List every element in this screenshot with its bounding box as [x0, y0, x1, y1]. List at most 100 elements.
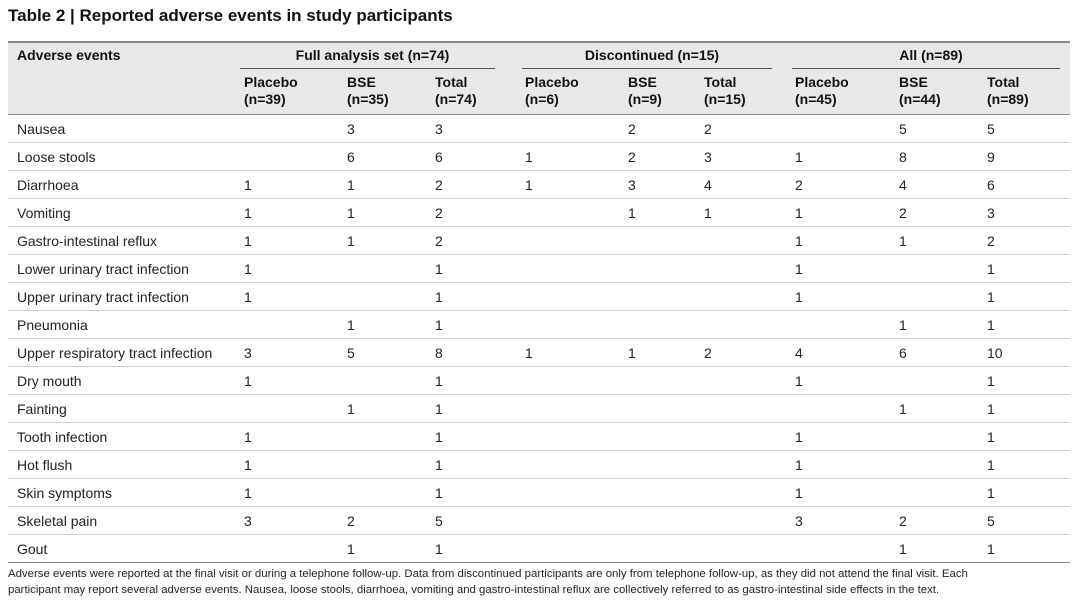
row-rule	[8, 422, 1070, 423]
row-label: Diarrhoea	[17, 177, 79, 193]
subheader-n: (n=9)	[628, 91, 662, 107]
cell: 1	[899, 233, 907, 249]
table-title: Table 2 | Reported adverse events in stu…	[8, 6, 453, 25]
top-rule	[8, 41, 1070, 43]
cell: 1	[987, 289, 995, 305]
cell: 9	[987, 149, 995, 165]
cell: 1	[244, 429, 252, 445]
cell: 1	[795, 149, 803, 165]
cell: 5	[435, 513, 443, 529]
row-rule	[8, 282, 1070, 283]
row-rule	[8, 534, 1070, 535]
row-rule	[8, 450, 1070, 451]
cell: 4	[899, 177, 907, 193]
cell: 1	[987, 317, 995, 333]
cell: 4	[704, 177, 712, 193]
row-rule	[8, 226, 1070, 227]
cell: 3	[435, 121, 443, 137]
cell: 1	[347, 233, 355, 249]
subheader-name: BSE	[347, 74, 376, 90]
cell: 4	[795, 345, 803, 361]
group-header: All (n=89)	[899, 47, 963, 63]
cell: 2	[435, 233, 443, 249]
cell: 6	[987, 177, 995, 193]
cell: 1	[899, 401, 907, 417]
row-label: Nausea	[17, 121, 66, 137]
cell: 2	[435, 177, 443, 193]
subheader-name: Placebo	[525, 74, 579, 90]
cell: 1	[435, 485, 443, 501]
subheader-name: Total	[704, 74, 737, 90]
cell: 1	[987, 373, 995, 389]
cell: 1	[795, 261, 803, 277]
group-header: Full analysis set (n=74)	[295, 47, 450, 63]
cell: 1	[899, 541, 907, 557]
row-label: Hot flush	[17, 457, 73, 473]
cell: 1	[435, 317, 443, 333]
row-rule	[8, 254, 1070, 255]
row-label: Tooth infection	[17, 429, 108, 445]
row-label: Skeletal pain	[17, 513, 98, 529]
row-label: Upper urinary tract infection	[17, 289, 189, 305]
cell: 3	[704, 149, 712, 165]
cell: 5	[347, 345, 355, 361]
cell: 6	[347, 149, 355, 165]
subheader-n: (n=74)	[435, 91, 477, 107]
cell: 3	[987, 205, 995, 221]
cell: 2	[987, 233, 995, 249]
subheader-name: BSE	[899, 74, 928, 90]
header-text: Adverse events	[17, 47, 121, 63]
cell: 1	[244, 373, 252, 389]
cell: 1	[347, 205, 355, 221]
cell: 1	[795, 289, 803, 305]
row-rule	[8, 170, 1070, 171]
cell: 1	[525, 345, 533, 361]
cell: 1	[987, 541, 995, 557]
cell: 1	[987, 485, 995, 501]
cell: 8	[435, 345, 443, 361]
row-rule	[8, 310, 1070, 311]
group-header: Discontinued (n=15)	[584, 47, 720, 63]
cell: 1	[435, 401, 443, 417]
cell: 1	[795, 485, 803, 501]
row-label: Loose stools	[17, 149, 96, 165]
cell: 1	[525, 149, 533, 165]
row-label: Dry mouth	[17, 373, 82, 389]
cell: 1	[435, 541, 443, 557]
subheader-n: (n=44)	[899, 91, 941, 107]
cell: 5	[899, 121, 907, 137]
cell: 6	[899, 345, 907, 361]
row-rule	[8, 142, 1070, 143]
cell: 1	[244, 177, 252, 193]
cell: 1	[244, 485, 252, 501]
footnote: Adverse events were reported at the fina…	[8, 568, 968, 580]
cell: 1	[795, 457, 803, 473]
row-label: Skin symptoms	[17, 485, 112, 501]
cell: 2	[628, 121, 636, 137]
cell: 1	[244, 289, 252, 305]
subheader-name: Placebo	[795, 74, 849, 90]
cell: 2	[435, 205, 443, 221]
subheader-name: Total	[435, 74, 468, 90]
subheader-name: Placebo	[244, 74, 298, 90]
row-rule	[8, 338, 1070, 339]
cell: 1	[347, 317, 355, 333]
row-rule	[8, 562, 1070, 563]
cell: 1	[704, 205, 712, 221]
cell: 10	[987, 345, 1003, 361]
row-label: Vomiting	[17, 205, 71, 221]
cell: 1	[244, 233, 252, 249]
subheader-n: (n=39)	[244, 91, 286, 107]
cell: 1	[435, 261, 443, 277]
row-label: Gastro-intestinal reflux	[17, 233, 158, 249]
cell: 3	[628, 177, 636, 193]
cell: 1	[795, 233, 803, 249]
row-label: Pneumonia	[17, 317, 88, 333]
group-rule	[240, 68, 495, 69]
cell: 6	[435, 149, 443, 165]
cell: 5	[987, 121, 995, 137]
group-rule	[792, 68, 1060, 69]
cell: 1	[795, 205, 803, 221]
cell: 3	[244, 513, 252, 529]
cell: 3	[347, 121, 355, 137]
